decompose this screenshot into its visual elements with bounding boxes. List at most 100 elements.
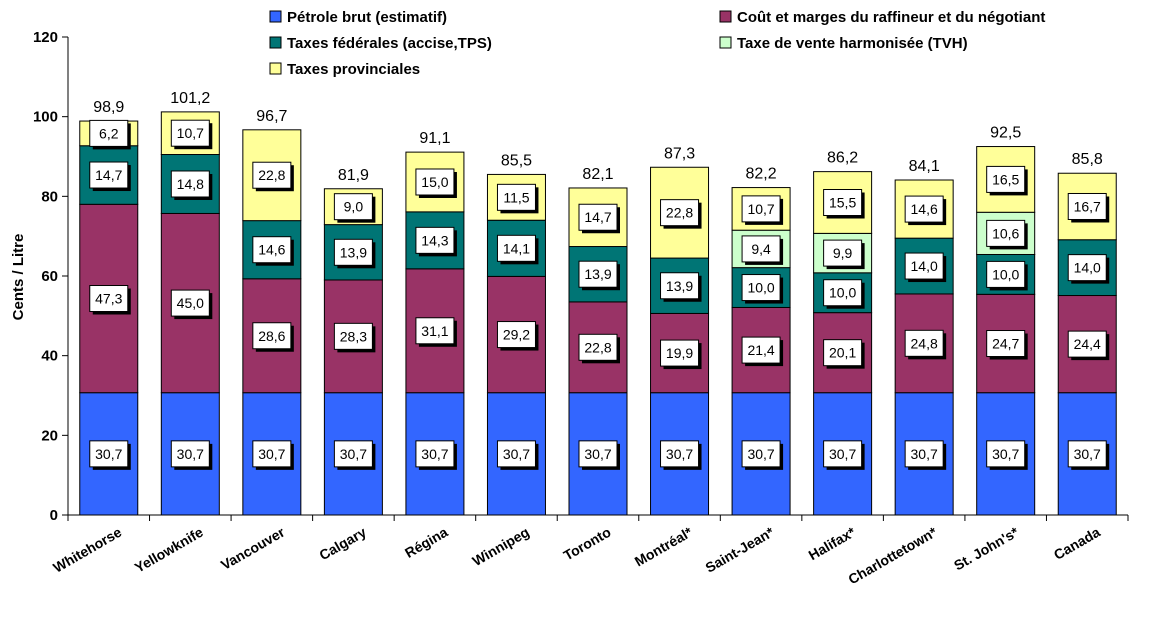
bars: 30,7 47,3 14,7 6,2 98,9 30,7 45,0 14,8 10,7 101,2… bbox=[79, 90, 1117, 516]
total-label: 85,5 bbox=[501, 152, 532, 169]
data-label-box bbox=[904, 440, 944, 468]
x-tick-label: Yellowknife bbox=[132, 524, 206, 576]
data-label-box bbox=[89, 161, 129, 189]
data-label-box bbox=[1067, 254, 1107, 282]
data-label-box bbox=[660, 339, 700, 367]
data-label: 22,8 bbox=[258, 167, 285, 183]
data-label: 9,0 bbox=[344, 199, 364, 215]
y-tick-label: 40 bbox=[41, 348, 58, 365]
y-tick-label: 20 bbox=[41, 427, 58, 444]
data-label: 28,3 bbox=[340, 328, 367, 344]
data-label-box bbox=[741, 195, 781, 223]
bar-stack: 30,7 19,9 13,9 22,8 87,3 bbox=[650, 145, 710, 516]
data-label: 9,9 bbox=[833, 245, 853, 261]
x-tick-label: Toronto bbox=[561, 524, 614, 564]
data-label-box bbox=[741, 274, 781, 302]
data-label-box bbox=[986, 219, 1026, 247]
data-label: 10,7 bbox=[747, 201, 774, 217]
data-label-box bbox=[89, 285, 129, 313]
data-label: 45,0 bbox=[177, 295, 204, 311]
data-label-box bbox=[170, 170, 210, 198]
data-label: 28,6 bbox=[258, 328, 285, 344]
data-label-box bbox=[496, 234, 536, 262]
data-label-box bbox=[252, 161, 292, 189]
data-label: 20,1 bbox=[829, 345, 856, 361]
data-label: 31,1 bbox=[421, 323, 448, 339]
x-tick-label: Winnipeg bbox=[470, 524, 532, 569]
y-tick-label: 100 bbox=[33, 109, 58, 126]
legend-swatch bbox=[269, 10, 282, 23]
x-axis: Whitehorse Yellowknife Vancouver Calgary Rég… bbox=[50, 514, 1129, 587]
bar-stack: 30,7 47,3 14,7 6,2 98,9 bbox=[79, 99, 139, 516]
data-label: 24,4 bbox=[1074, 336, 1101, 352]
data-label: 30,7 bbox=[1074, 446, 1101, 462]
bar-stack: 30,7 28,3 13,9 9,0 81,9 bbox=[323, 167, 383, 516]
data-label-box bbox=[1067, 192, 1107, 220]
legend-label: Taxe de vente harmonisée (TVH) bbox=[737, 35, 968, 52]
data-label: 47,3 bbox=[95, 291, 122, 307]
data-label-box bbox=[660, 199, 700, 227]
bar-stack: 30,7 24,8 14,0 14,6 84,1 bbox=[894, 158, 954, 516]
data-label: 11,5 bbox=[503, 189, 529, 205]
data-label-box bbox=[170, 119, 210, 147]
legend-swatch bbox=[719, 10, 732, 23]
bar-stack: 30,7 24,4 14,0 16,7 85,8 bbox=[1057, 151, 1117, 516]
total-label: 85,8 bbox=[1072, 151, 1103, 168]
data-label: 30,7 bbox=[503, 446, 530, 462]
data-label: 10,0 bbox=[992, 266, 1019, 282]
data-label-box bbox=[252, 322, 292, 350]
y-axis: 0 20 40 60 80 100 120 bbox=[33, 29, 69, 524]
data-label: 30,7 bbox=[340, 446, 367, 462]
data-label-box bbox=[578, 333, 618, 361]
legend-label: Pétrole brut (estimatif) bbox=[287, 9, 447, 26]
legend-swatch bbox=[269, 62, 282, 75]
data-label: 30,7 bbox=[992, 446, 1019, 462]
data-label: 30,7 bbox=[258, 446, 285, 462]
data-label: 30,7 bbox=[666, 446, 693, 462]
data-label: 22,8 bbox=[666, 205, 693, 221]
data-label: 14,0 bbox=[1074, 260, 1101, 276]
data-label: 30,7 bbox=[95, 446, 122, 462]
x-tick-label: Montréal* bbox=[632, 523, 696, 569]
total-label: 98,9 bbox=[93, 99, 124, 116]
total-label: 81,9 bbox=[338, 167, 369, 184]
data-label-box bbox=[333, 322, 373, 350]
bar-stack: 30,7 21,4 10,0 9,4 10,7 82,2 bbox=[731, 166, 791, 516]
legend-label: Taxes fédérales (accise,TPS) bbox=[287, 35, 492, 52]
total-label: 87,3 bbox=[664, 145, 695, 162]
data-label: 6,2 bbox=[99, 125, 119, 141]
data-label-box bbox=[1067, 440, 1107, 468]
data-label-box bbox=[252, 440, 292, 468]
data-label-box bbox=[823, 189, 863, 217]
data-label: 24,8 bbox=[911, 335, 938, 351]
total-label: 91,1 bbox=[419, 130, 450, 147]
data-label: 16,7 bbox=[1074, 198, 1101, 214]
data-label-box bbox=[578, 203, 618, 231]
legend-label: Taxes provinciales bbox=[287, 61, 420, 78]
data-label-box bbox=[823, 440, 863, 468]
data-label-box bbox=[252, 236, 292, 264]
data-label-box bbox=[986, 330, 1026, 358]
data-label-box bbox=[578, 260, 618, 288]
total-label: 84,1 bbox=[909, 158, 940, 175]
data-label: 14,7 bbox=[95, 167, 122, 183]
y-tick-label: 80 bbox=[41, 188, 58, 205]
data-label-box bbox=[741, 235, 781, 263]
total-label: 82,2 bbox=[746, 166, 777, 183]
data-label: 15,0 bbox=[421, 174, 448, 190]
data-label-box bbox=[89, 440, 129, 468]
legend-item: Pétrole brut (estimatif) bbox=[269, 9, 447, 26]
data-label-box bbox=[170, 289, 210, 317]
data-label-box bbox=[904, 195, 944, 223]
data-label: 21,4 bbox=[747, 342, 774, 358]
data-label: 10,7 bbox=[177, 125, 204, 141]
data-label: 10,6 bbox=[992, 225, 1019, 241]
data-label-box bbox=[660, 440, 700, 468]
bar-stack: 30,7 20,1 10,0 9,9 15,5 86,2 bbox=[813, 150, 873, 516]
x-tick-label: Charlottetown* bbox=[845, 523, 940, 587]
bar-stack: 30,7 22,8 13,9 14,7 82,1 bbox=[568, 166, 628, 516]
data-label: 14,1 bbox=[503, 240, 530, 256]
total-label: 101,2 bbox=[170, 90, 210, 107]
x-tick-label: St. John's* bbox=[951, 523, 1022, 573]
